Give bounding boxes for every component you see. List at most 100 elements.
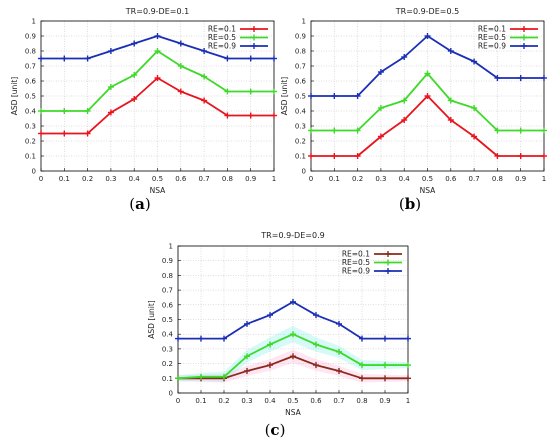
y-tick-label: 0.7 [295, 63, 306, 71]
data-point [447, 117, 454, 123]
y-tick-label: 0.6 [25, 78, 37, 86]
data-point [290, 353, 296, 360]
x-tick-label: 0 [309, 175, 313, 183]
data-point [244, 353, 250, 360]
chart-panel-a: 0 0.1 0.2 0.3 0.4 0.5 0.6 0.7 0.8 0.9 1 0 0.1 0.2 0.3 0… [10, 7, 277, 213]
x-tick-label: 1 [406, 397, 410, 405]
x-tick-label: 0.7 [333, 397, 344, 405]
x-tick-label: 1 [272, 175, 276, 183]
x-tick-label: 0.6 [175, 175, 187, 183]
caption-paren-close: ) [280, 421, 286, 439]
data-point [198, 373, 204, 380]
data-point [177, 40, 184, 47]
data-point [271, 55, 277, 62]
panel-caption: (c) [265, 421, 286, 439]
caption-paren-open: ( [399, 195, 405, 213]
x-tick-label: 0 [39, 175, 43, 183]
data-point [271, 88, 277, 95]
data-point [244, 320, 250, 327]
data-point [424, 33, 431, 39]
x-tick-label: 0.5 [422, 175, 433, 183]
data-point [267, 312, 273, 319]
data-point [201, 73, 208, 80]
data-point [401, 97, 408, 104]
data-point [447, 48, 454, 54]
x-tick-label: 0.1 [329, 175, 340, 183]
y-tick-label: 0.2 [295, 138, 306, 146]
x-tick-label: 0.4 [399, 175, 411, 183]
data-point [107, 84, 114, 90]
data-point [336, 367, 342, 374]
y-tick-label: 0 [32, 168, 36, 176]
data-point [131, 40, 138, 47]
data-point [290, 331, 296, 338]
x-tick-label: 0.7 [469, 175, 480, 183]
y-tick-label: 0.9 [295, 33, 306, 41]
data-point [354, 127, 361, 134]
y-tick-label: 0.2 [162, 360, 173, 368]
x-tick-label: 0.3 [241, 397, 252, 405]
data-point [267, 341, 273, 348]
data-point [224, 55, 231, 62]
data-point [177, 88, 184, 95]
data-point [471, 105, 478, 111]
data-point [471, 133, 478, 140]
data-point [382, 375, 388, 382]
y-tick-label: 0.3 [295, 123, 306, 131]
data-point [38, 130, 44, 137]
x-tick-label: 0.2 [352, 175, 363, 183]
data-point [267, 362, 273, 369]
data-point [84, 108, 91, 114]
data-point [471, 58, 478, 65]
data-point [401, 54, 408, 60]
data-point [313, 312, 319, 319]
y-axis-label: ASD [unit] [10, 77, 19, 116]
data-point [313, 341, 319, 348]
data-point [221, 373, 227, 380]
data-point [308, 93, 314, 99]
data-point [377, 69, 384, 75]
y-tick-label: 0 [169, 390, 173, 398]
x-tick-label: 0.1 [59, 175, 70, 183]
data-point [84, 130, 91, 137]
legend-label: RE=0.9 [342, 267, 370, 276]
y-tick-label: 0.5 [162, 316, 173, 324]
caption-paren-close: ) [415, 195, 421, 213]
x-tick-label: 0.8 [222, 175, 233, 183]
data-point [271, 112, 277, 119]
panel-caption: (b) [399, 195, 421, 213]
y-axis-label: ASD [unit] [147, 300, 156, 339]
chart-panel-b: 0 0.1 0.2 0.3 0.4 0.5 0.6 0.7 0.8 0.9 1 0 0.1 0.2 0.3 0… [280, 7, 547, 213]
y-tick-label: 0 [302, 168, 306, 176]
data-point [382, 362, 388, 369]
data-point [494, 75, 501, 81]
chart-panel-c: 0 0.1 0.2 0.3 0.4 0.5 0.6 0.7 0.8 0.9 1 0 0.1 0.2 0.3 0… [147, 231, 411, 439]
legend-label: RE=0.1 [208, 25, 236, 34]
y-tick-label: 0.1 [162, 375, 173, 383]
y-tick-label: 0.4 [162, 331, 174, 339]
x-tick-label: 0.6 [310, 397, 322, 405]
y-tick-label: 0.5 [295, 93, 306, 101]
chart-title: TR=0.9-DE=0.9 [260, 231, 324, 240]
data-point [359, 362, 365, 369]
x-tick-label: 0.6 [445, 175, 457, 183]
y-tick-label: 0.2 [25, 138, 36, 146]
y-tick-label: 0.3 [162, 345, 173, 353]
legend-label: RE=0.9 [478, 42, 506, 51]
x-tick-label: 0.4 [264, 397, 276, 405]
data-point [175, 375, 181, 382]
data-point [354, 93, 361, 99]
data-point [336, 348, 342, 355]
y-tick-label: 0.1 [25, 153, 36, 161]
caption-paren-open: ( [129, 195, 135, 213]
x-tick-label: 0.8 [492, 175, 503, 183]
y-tick-label: 0.6 [162, 301, 174, 309]
x-tick-label: 0.1 [195, 397, 206, 405]
caption-paren-close: ) [145, 195, 151, 213]
data-point [359, 335, 365, 342]
data-point [107, 48, 114, 54]
data-point [38, 108, 44, 114]
data-point [247, 88, 254, 95]
y-tick-label: 0.3 [25, 123, 36, 131]
